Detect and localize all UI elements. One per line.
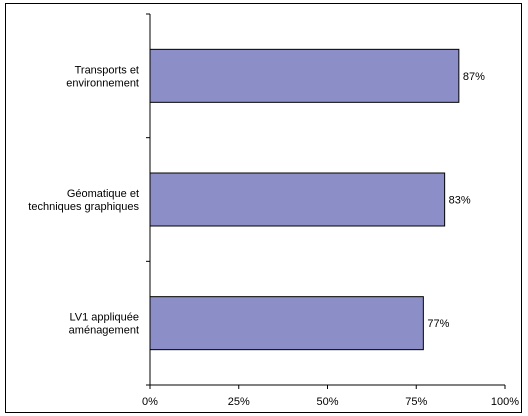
x-tick-label: 25% (228, 396, 250, 408)
x-tick-label: 75% (405, 396, 427, 408)
bar-value-label: 77% (427, 318, 449, 330)
value-labels: 87% 83% 77% (427, 71, 485, 330)
x-tick-labels: 0% 25% 50% 75% 100% (142, 396, 519, 408)
category-label: Transports et environnement (66, 64, 139, 89)
category-label: LV1 appliquée aménagement (69, 312, 139, 337)
bar-value-label: 87% (463, 71, 485, 83)
chart-bars (149, 48, 460, 351)
bar (149, 296, 424, 351)
x-tick-label: 0% (142, 396, 158, 408)
x-tick-label: 100% (491, 396, 519, 408)
x-tick-label: 50% (316, 396, 338, 408)
bar (149, 172, 446, 227)
bar-value-label: 83% (449, 195, 471, 207)
bar (149, 48, 460, 103)
category-label: Géomatique et techniques graphiques (28, 188, 139, 213)
category-labels: Transports et environnement Géomatique et t… (28, 64, 139, 336)
